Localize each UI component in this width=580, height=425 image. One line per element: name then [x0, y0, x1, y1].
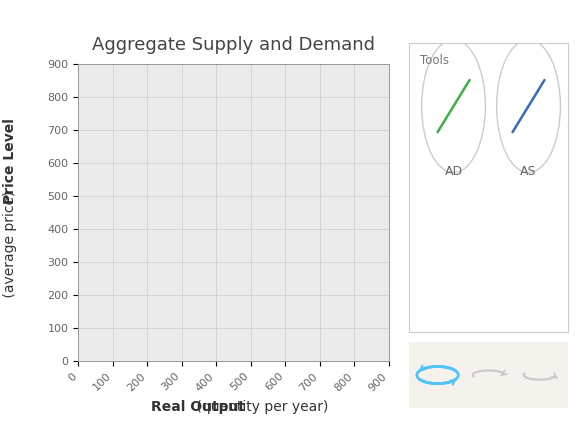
- Text: Price Level: Price Level: [3, 119, 17, 204]
- Text: (average price): (average price): [3, 191, 17, 302]
- Ellipse shape: [422, 40, 485, 173]
- Text: Real Output: Real Output: [151, 400, 245, 414]
- Text: (quantity per year): (quantity per year): [193, 400, 329, 414]
- Text: AS: AS: [520, 165, 536, 178]
- Text: AD: AD: [444, 165, 463, 178]
- Text: Tools: Tools: [420, 54, 449, 67]
- Title: Aggregate Supply and Demand: Aggregate Supply and Demand: [92, 36, 375, 54]
- Ellipse shape: [496, 40, 560, 173]
